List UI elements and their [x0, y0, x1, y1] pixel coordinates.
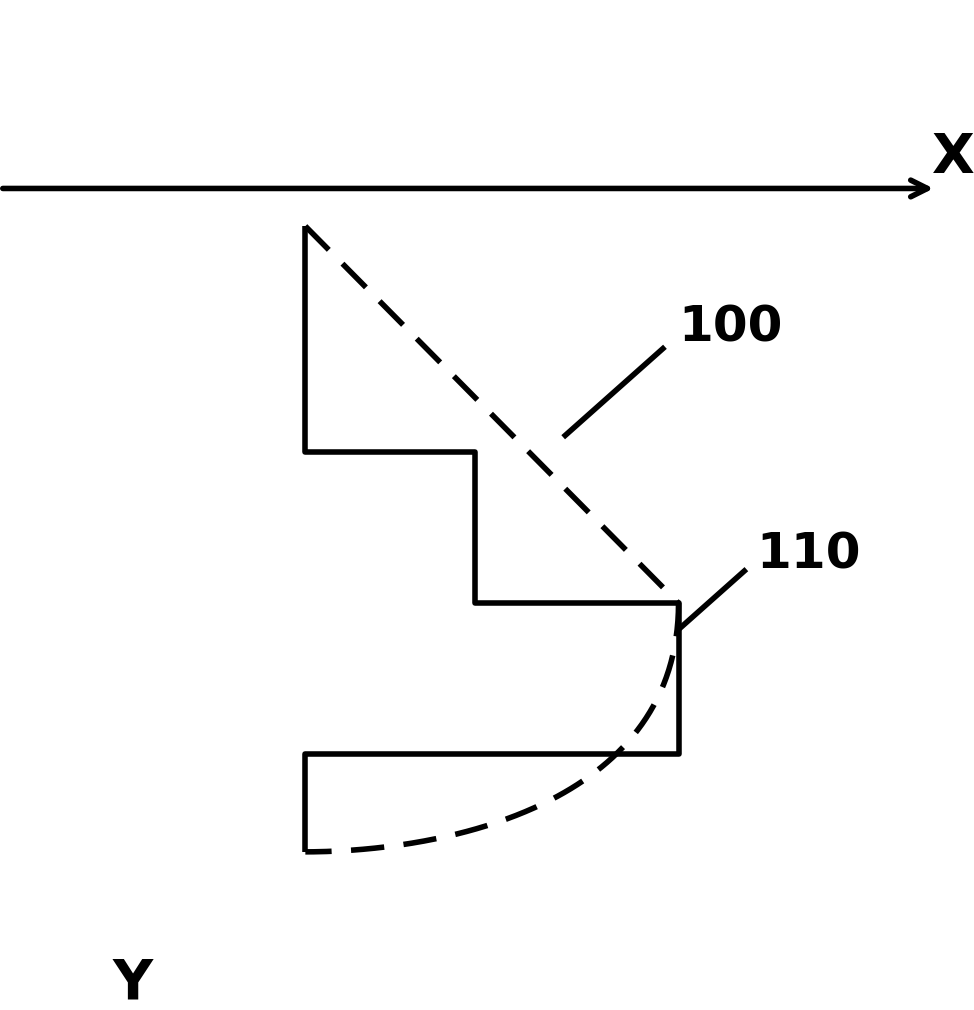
Text: Y: Y	[112, 956, 152, 1010]
Text: 110: 110	[757, 530, 861, 578]
Text: X: X	[932, 131, 974, 185]
Text: 100: 100	[679, 304, 783, 351]
